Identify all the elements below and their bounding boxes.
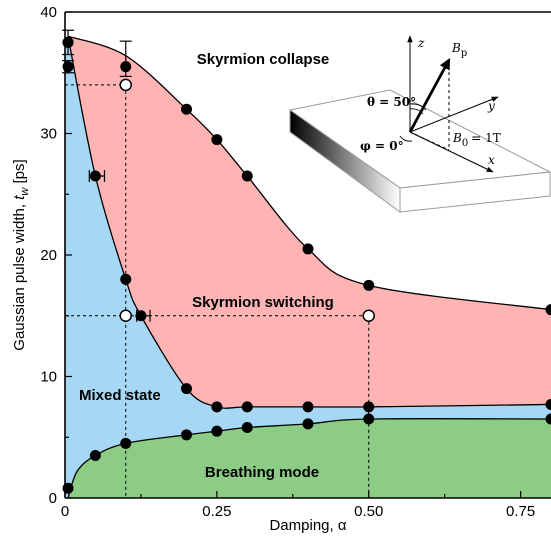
data-point-upper-boundary-2 (120, 61, 132, 73)
boundary-mixed (67, 36, 551, 409)
data-point-mixed-upper-boundary-2 (120, 273, 132, 285)
x-tick-label-2: 0.50 (354, 503, 383, 520)
inset-theta-label: θ = 50° (367, 95, 416, 109)
y-axis-label-main: Gaussian pulse width, (11, 200, 28, 351)
y-tick-label-1: 10 (40, 369, 57, 386)
y-axis-label-unit: [ps] (11, 159, 28, 187)
y-tick-label-0: 0 (49, 490, 57, 507)
region-pink (68, 36, 551, 409)
data-point-breathing-upper-boundary-2 (120, 437, 132, 449)
open-point-1 (119, 309, 132, 322)
data-points (62, 36, 551, 494)
data-point-mixed-upper-boundary-3 (135, 310, 147, 322)
inset-theta-arc-outer (409, 103, 427, 111)
x-tick-label-3: 0.75 (506, 503, 535, 520)
region-label-mixed: Mixed state (79, 387, 161, 404)
inset-theta-arc-inner (409, 108, 424, 115)
data-point-mixed-upper-boundary-1 (89, 170, 101, 182)
dashed-guides (65, 84, 370, 498)
data-point-mixed-upper-boundary-7 (302, 401, 314, 413)
inset-b0-sub: 0 (462, 138, 468, 149)
inset-bp-floor-projection (409, 131, 450, 151)
data-point-breathing-upper-boundary-4 (211, 425, 223, 437)
inset-y-axis (409, 96, 499, 133)
data-point-mixed-upper-boundary-6 (241, 401, 253, 413)
data-point-breathing-upper-boundary-0 (62, 482, 74, 494)
data-point-upper-boundary-4 (211, 134, 223, 146)
inset-x-label: x (488, 153, 495, 167)
inset-x-axis (409, 131, 494, 173)
inset-b0-label: B0 = 1T (452, 131, 501, 149)
data-point-breathing-upper-boundary-1 (89, 449, 101, 461)
data-point-mixed-upper-boundary-5 (211, 401, 223, 413)
data-point-breathing-upper-boundary-8 (545, 413, 551, 425)
y-tick-label-2: 20 (40, 247, 57, 264)
data-point-upper-boundary-8 (545, 304, 551, 316)
inset-z-label: z (417, 36, 425, 50)
data-point-mixed-upper-boundary-8 (363, 401, 375, 413)
inset-b0-value: = 1T (471, 131, 501, 145)
inset-bp-base: B (451, 41, 461, 55)
x-axis-label: Damping, α (269, 517, 346, 534)
data-point-upper-boundary-7 (363, 279, 375, 291)
data-point-upper-boundary-1 (62, 61, 74, 73)
inset-b0-base: B (452, 131, 462, 145)
data-point-mixed-upper-boundary-0 (62, 36, 74, 48)
y-tick-label-4: 40 (40, 4, 57, 21)
inset-y-label: y (487, 99, 495, 113)
inset-bp-arrow (408, 58, 451, 133)
inset-phi-label: φ = 0° (360, 139, 404, 153)
region-label-switching: Skyrmion switching (192, 294, 334, 311)
geometry-inset: z y x Bp θ = 50° φ = 0° B0 = 1T (288, 35, 551, 213)
inset-bp-sub: p (461, 48, 467, 59)
y-axis-label-sub: w (19, 187, 31, 196)
data-point-breathing-upper-boundary-5 (241, 422, 253, 434)
data-point-upper-boundary-5 (241, 170, 253, 182)
data-point-mixed-upper-boundary-9 (545, 398, 551, 410)
x-tick-label-0: 0 (61, 503, 69, 520)
data-point-breathing-upper-boundary-6 (302, 418, 314, 430)
data-point-upper-boundary-6 (302, 243, 314, 255)
open-point-2 (362, 309, 375, 322)
region-label-collapse: Skyrmion collapse (197, 51, 330, 68)
inset-bp-label: Bp (451, 41, 467, 59)
region-label-breathing: Breathing mode (205, 464, 319, 481)
y-axis-label: Gaussian pulse width, tw [ps] (11, 159, 31, 350)
data-point-breathing-upper-boundary-7 (363, 413, 375, 425)
data-point-breathing-upper-boundary-3 (181, 429, 192, 441)
data-point-upper-boundary-3 (181, 103, 192, 115)
y-tick-label-3: 30 (40, 126, 57, 143)
axis-ticks: 0 0.25 0.50 0.75 0 10 20 30 40 (40, 4, 535, 520)
data-point-mixed-upper-boundary-4 (181, 383, 192, 395)
x-tick-label-1: 0.25 (202, 503, 231, 520)
y-axis-label-var: t (11, 195, 28, 200)
open-point-0 (119, 78, 132, 92)
inset-slab-side (399, 171, 551, 213)
inset-phi-arc (399, 135, 413, 142)
